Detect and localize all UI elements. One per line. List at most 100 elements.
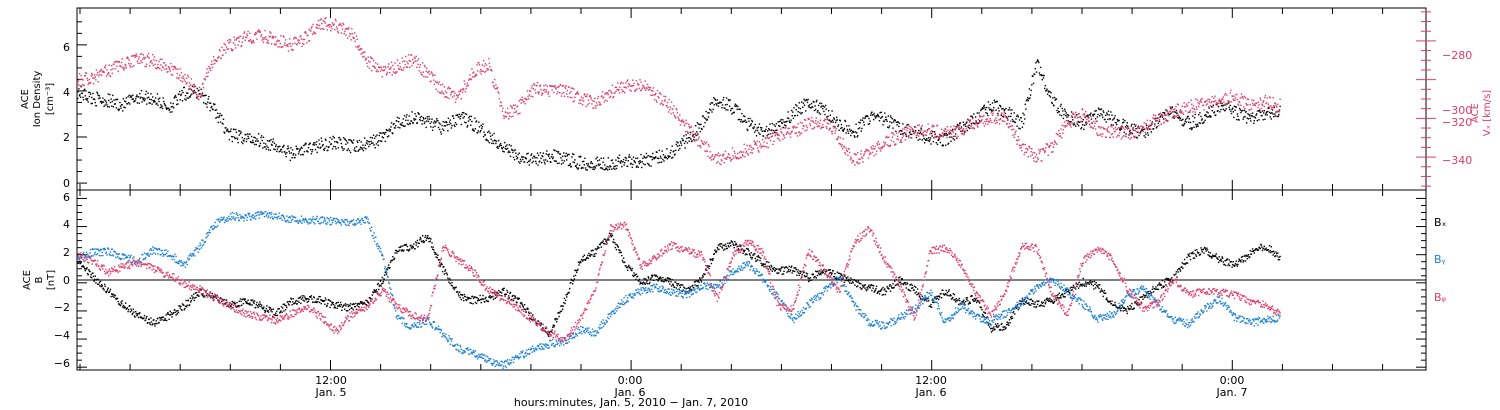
ion-density-series-point [372,134,375,136]
vx-series-point [1123,135,1125,137]
ion-density-series-point [528,164,530,166]
ion-density-series-point [798,107,800,109]
vx-series-point [857,163,860,165]
vx-series-point [325,17,327,19]
vx-series-point [1275,105,1278,108]
vx-series-point [495,84,497,86]
bx-series-point [102,287,105,290]
vx-series-point [170,73,173,76]
vx-series-point [619,86,621,88]
ion-density-series-point [367,140,369,143]
vx-series-point [127,57,129,60]
vx-series-point [649,88,651,91]
vx-series-point [897,138,899,141]
ion-density-series-point [630,162,632,165]
vx-series-point [276,39,279,41]
bx-series-point [256,301,258,304]
vx-series-point [819,119,822,121]
vx-series-point [1189,109,1192,112]
vx-series-point [392,64,394,67]
ion-density-series-point [861,127,863,130]
vx-series-point [745,152,747,154]
bx-series-point [249,304,252,306]
vx-series-point [908,137,910,139]
vx-series-point [569,92,571,94]
ion-density-series-point [397,126,399,129]
vx-series-point [956,126,959,128]
vx-series-point [362,51,365,54]
vx-series-point [740,150,742,153]
ion-density-series-point [716,104,718,106]
vx-series-point [504,111,506,113]
vx-series-point [521,96,523,98]
ion-density-series-point [518,152,520,154]
vx-series-point [1234,99,1236,101]
vx-series-point [372,65,374,67]
vx-series-point [960,127,962,130]
bx-series-point [273,313,275,316]
ion-density-series-point [359,146,362,148]
ion-density-series-point [762,135,765,137]
ion-density-series-point [179,99,181,101]
ion-density-series-point [361,147,363,149]
bx-series-point [355,308,358,311]
vx-series-point [332,24,335,26]
ion-density-series-point [612,167,615,169]
ion-density-series-point [955,125,957,128]
vx-series-point [81,84,84,86]
vx-series-point [453,90,455,92]
vx-series-point [519,98,522,101]
ion-density-series-point [466,126,468,128]
vx-series-point [733,150,735,152]
ion-density-series-point [204,94,206,97]
ion-density-series-point [683,135,685,137]
ion-density-series-point [678,144,680,147]
ion-density-series-point [489,132,491,134]
vx-series-point [545,89,547,91]
ion-density-series-point [1044,87,1046,90]
vx-series-point [492,81,494,83]
ion-density-series-point [1208,107,1210,109]
ion-density-series-point [794,114,796,117]
vx-series-point [546,85,549,87]
ion-density-series-point [1231,108,1233,110]
vx-series-point [684,123,686,125]
ion-density-series-point [1103,111,1105,114]
ion-density-series-point [350,139,352,142]
vx-series-point [417,63,419,66]
vx-series-point [913,133,915,135]
vx-series-point [253,41,255,44]
vx-series-point [942,135,944,138]
ion-density-series-point [829,114,831,116]
vx-series-point [746,144,748,147]
ion-density-series-point [486,139,488,141]
ion-density-series-point [1141,129,1144,132]
ion-density-series-point [289,152,291,154]
bx-series-point [458,291,461,293]
vx-series-point [656,101,658,103]
ion-density-series-point [405,119,407,121]
ion-density-series-point [1147,134,1149,136]
bx-series-point [150,317,152,319]
vx-series-point [820,127,822,130]
vx-series-point [842,138,844,140]
vx-series-point [1134,130,1137,132]
ion-density-series-point [799,107,802,110]
vx-series-point [957,128,960,130]
bx-series-point [244,298,246,300]
ion-density-series-point [475,121,477,123]
ion-density-series-point [874,117,877,119]
vx-series-point [1017,135,1019,138]
ion-density-series-point [793,107,795,109]
vx-series-point [724,157,726,160]
vx-series-point [581,99,583,101]
vx-series-point [834,132,836,134]
vx-series-point [756,140,758,143]
ion-density-series-point [410,120,413,122]
vx-series-point [553,86,556,88]
ion-density-series-point [611,168,613,170]
ion-density-series-point [1027,97,1029,99]
ion-density-series-point [378,140,380,142]
ion-density-series-point [1094,110,1096,112]
vx-series-point [93,77,95,80]
